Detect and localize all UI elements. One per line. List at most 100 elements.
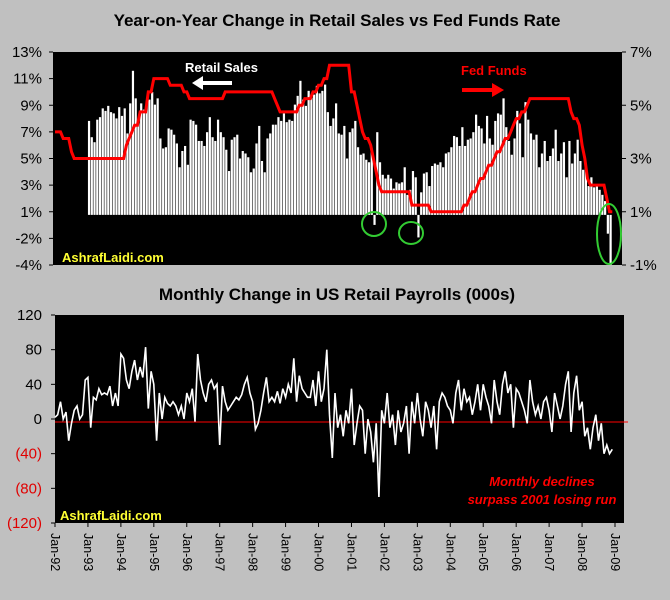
- x-tick-label: Jan-93: [81, 533, 95, 571]
- retail-sales-bar: [458, 145, 461, 215]
- retail-sales-bar: [521, 157, 524, 215]
- retail-sales-bar: [214, 140, 217, 215]
- retail-sales-bar: [516, 110, 519, 215]
- retail-sales-bar: [148, 99, 151, 215]
- fed-funds-label: Fed Funds: [461, 63, 527, 78]
- retail-sales-bar: [505, 127, 508, 215]
- y-tick-label: 9%: [20, 97, 42, 114]
- y-tick-label: 7%: [20, 124, 42, 141]
- y2-tick-label: -1%: [630, 257, 657, 274]
- retail-sales-bar: [321, 90, 324, 215]
- retail-sales-bar: [389, 178, 393, 215]
- retail-sales-bar: [502, 98, 505, 215]
- x-tick-label: Jan-02: [377, 533, 391, 571]
- retail-sales-bar: [302, 99, 305, 215]
- retail-sales-bar: [307, 90, 310, 215]
- retail-sales-bar: [469, 138, 472, 215]
- retail-sales-bar: [101, 108, 104, 215]
- y-tick-label: 1%: [20, 204, 42, 221]
- retail-sales-bar: [381, 174, 384, 215]
- retail-sales-bar: [340, 134, 343, 215]
- retail-sales-bar: [477, 125, 480, 215]
- retail-sales-bar: [233, 137, 236, 215]
- retail-sales-bar: [238, 158, 242, 215]
- retail-sales-bar: [370, 150, 373, 215]
- payrolls-line: [54, 347, 613, 498]
- retail-sales-bar: [335, 103, 338, 215]
- retail-sales-bar: [400, 182, 404, 215]
- highlight-circle-2001: [361, 211, 387, 237]
- retail-sales-bar: [414, 177, 417, 215]
- retail-sales-bar: [178, 167, 181, 215]
- y2-tick-label: 5%: [630, 97, 652, 114]
- x-tick-label: Jan-98: [246, 533, 260, 571]
- retail-sales-bar: [384, 178, 387, 215]
- retail-sales-bar: [513, 138, 516, 215]
- retail-sales-bar: [606, 214, 609, 234]
- retail-sales-bar: [436, 164, 439, 215]
- retail-sales-bar: [249, 172, 253, 215]
- retail-sales-bar: [315, 85, 318, 215]
- retail-sales-bar: [538, 167, 541, 215]
- retail-sales-bar: [433, 163, 437, 215]
- retail-sales-bar: [455, 137, 458, 215]
- y-tick-label: 3%: [20, 177, 42, 194]
- y-tick-label: 40: [25, 376, 42, 393]
- retail-sales-bar: [118, 107, 121, 215]
- x-tick-label: Jan-01: [344, 533, 358, 571]
- retail-sales-bar: [181, 150, 184, 215]
- fed-funds-line: [55, 63, 613, 214]
- retail-sales-bar: [173, 134, 176, 215]
- retail-sales-bar: [595, 184, 598, 215]
- retail-sales-bar: [496, 113, 500, 215]
- retail-sales-bar: [167, 128, 170, 215]
- y-tick-label: -4%: [15, 257, 42, 274]
- retail-sales-bar: [395, 182, 398, 215]
- retail-sales-bar: [453, 135, 456, 215]
- highlight-circle-2008: [596, 203, 622, 265]
- retail-sales-bar: [527, 119, 530, 215]
- retail-sales-bar: [532, 139, 535, 215]
- retail-sales-bar: [568, 140, 571, 215]
- retail-sales-bar: [524, 102, 527, 215]
- top-chart-title: Year-on-Year Change in Retail Sales vs F…: [114, 11, 561, 30]
- retail-sales-bar: [230, 139, 233, 215]
- y-tick-label: 0: [34, 411, 42, 428]
- y2-tick-label: 3%: [630, 151, 652, 168]
- x-tick-label: Jan-95: [147, 533, 161, 571]
- y-tick-label: -2%: [15, 230, 42, 247]
- left-arrow-icon: [192, 76, 232, 90]
- retail-sales-bar: [546, 161, 549, 215]
- retail-sales-bar: [236, 134, 239, 215]
- retail-sales-bar: [507, 140, 511, 215]
- retail-sales-bar: [540, 153, 544, 215]
- retail-sales-bar: [271, 124, 275, 215]
- retail-sales-bar: [282, 113, 286, 215]
- y-tick-label: (120): [7, 515, 42, 532]
- retail-sales-bar: [120, 115, 124, 215]
- retail-sales-bar: [280, 120, 283, 215]
- retail-sales-bar: [304, 105, 307, 215]
- retail-sales-bar: [551, 148, 555, 215]
- retail-sales-bar: [480, 128, 483, 215]
- retail-sales-bar: [260, 161, 264, 215]
- retail-sales-bar: [582, 169, 585, 215]
- retail-sales-bar: [326, 112, 329, 215]
- retail-sales-bar: [266, 138, 269, 215]
- y-tick-label: 13%: [12, 44, 42, 61]
- retail-sales-bar: [571, 163, 574, 215]
- x-tick-label: Jan-92: [48, 533, 62, 571]
- highlight-circle-2003: [398, 221, 424, 245]
- retail-sales-bar: [293, 104, 297, 215]
- retail-sales-bar: [345, 158, 349, 215]
- retail-sales-bar: [584, 163, 587, 215]
- retail-sales-bar: [604, 201, 607, 215]
- retail-sales-bar: [417, 214, 420, 238]
- retail-sales-bar: [593, 187, 596, 215]
- retail-sales-bar: [277, 117, 280, 215]
- x-tick-label: Jan-07: [542, 533, 556, 571]
- retail-sales-bar: [310, 97, 313, 215]
- retail-sales-bar: [219, 132, 222, 215]
- retail-sales-bar: [439, 162, 442, 215]
- retail-sales-bar: [529, 133, 533, 215]
